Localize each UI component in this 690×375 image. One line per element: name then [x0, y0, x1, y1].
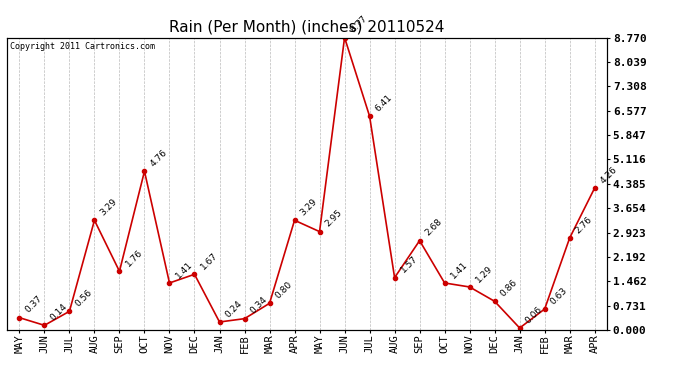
Title: Rain (Per Month) (inches) 20110524: Rain (Per Month) (inches) 20110524 — [169, 20, 445, 35]
Text: 0.34: 0.34 — [248, 296, 269, 316]
Text: 1.29: 1.29 — [474, 264, 494, 284]
Text: 0.86: 0.86 — [499, 278, 520, 298]
Text: 0.80: 0.80 — [274, 280, 295, 300]
Text: 1.41: 1.41 — [174, 260, 194, 280]
Text: 2.68: 2.68 — [424, 217, 444, 238]
Text: 1.41: 1.41 — [448, 260, 469, 280]
Text: 0.24: 0.24 — [224, 299, 244, 319]
Text: 4.76: 4.76 — [148, 148, 169, 168]
Text: 3.29: 3.29 — [99, 197, 119, 217]
Text: 0.37: 0.37 — [23, 294, 44, 315]
Text: 4.26: 4.26 — [599, 165, 620, 185]
Text: 3.29: 3.29 — [299, 197, 319, 217]
Text: Copyright 2011 Cartronics.com: Copyright 2011 Cartronics.com — [10, 42, 155, 51]
Text: 0.63: 0.63 — [549, 286, 569, 306]
Text: 1.67: 1.67 — [199, 251, 219, 272]
Text: 2.95: 2.95 — [324, 209, 344, 229]
Text: 0.56: 0.56 — [74, 288, 95, 309]
Text: 8.77: 8.77 — [348, 14, 369, 35]
Text: 0.14: 0.14 — [48, 302, 69, 322]
Text: 1.57: 1.57 — [399, 254, 420, 275]
Text: 6.41: 6.41 — [374, 93, 394, 113]
Text: 0.06: 0.06 — [524, 304, 544, 325]
Text: 2.76: 2.76 — [574, 214, 594, 235]
Text: 1.76: 1.76 — [124, 248, 144, 268]
